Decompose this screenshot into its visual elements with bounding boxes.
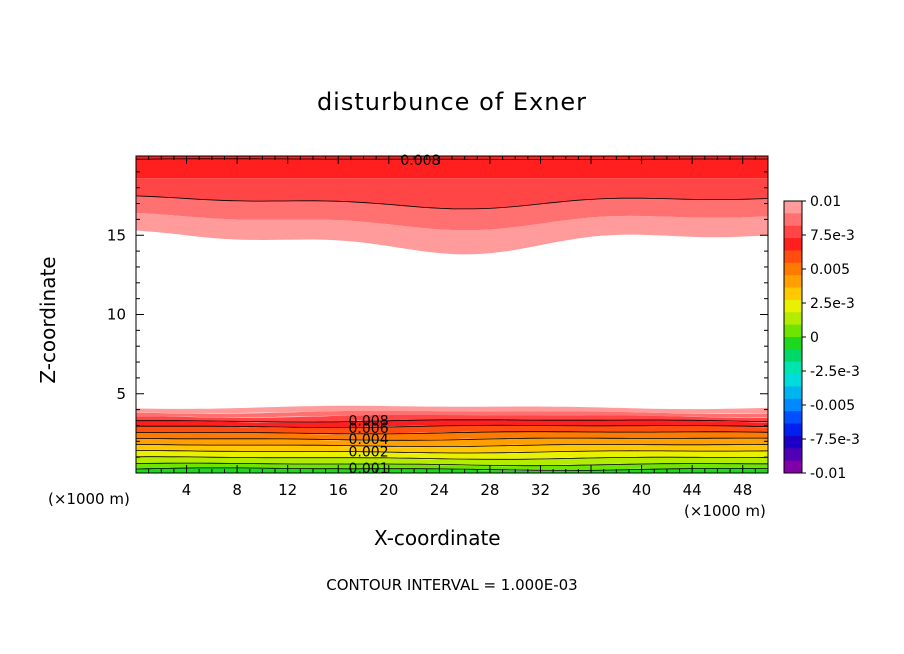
- contour-label-bottom: 0.008: [349, 414, 389, 430]
- colorbar-label: -0.01: [810, 466, 846, 482]
- colorbar-label: -7.5e-3: [810, 432, 860, 448]
- top-band-0: [136, 212, 768, 255]
- x-axis-label: X-coordinate: [374, 526, 501, 550]
- bottom-band-2: [136, 456, 768, 466]
- contour-label-top: 0.008: [400, 153, 440, 169]
- colorbar-segment: [784, 312, 802, 326]
- contour-label-bottom: 0.004: [349, 432, 389, 448]
- colorbar-segment: [784, 361, 802, 375]
- colorbar-segment: [784, 423, 802, 437]
- x-tick-label: 24: [430, 481, 449, 499]
- y-tick-label: 5: [116, 385, 126, 403]
- colorbar-segment: [784, 324, 802, 338]
- y-tick-label: 15: [107, 226, 126, 244]
- colorbar-segment: [784, 201, 802, 214]
- colorbar-label: 0.01: [810, 194, 841, 210]
- top-band-1: [136, 195, 768, 231]
- colorbar-segment: [784, 262, 802, 276]
- x-tick-label: 12: [278, 481, 297, 499]
- colorbar-segment: [784, 374, 802, 387]
- x-tick-label: 32: [531, 481, 550, 499]
- colorbar-segment: [784, 250, 802, 264]
- colorbar-label: -0.005: [810, 398, 855, 414]
- colorbar-segment: [784, 287, 802, 301]
- colorbar-label: -2.5e-3: [810, 364, 860, 380]
- top-band-3: [136, 156, 768, 179]
- x-tick-label: 40: [632, 481, 651, 499]
- bottom-band-11: [136, 405, 768, 414]
- x-tick-label: 48: [733, 481, 752, 499]
- bottom-contour-3: [135, 450, 769, 454]
- contour-label-bottom: 0.002: [349, 445, 389, 461]
- x-unit-left: (×1000 m): [48, 490, 130, 508]
- bottom-contour-5: [135, 437, 769, 441]
- colorbar-segment: [784, 435, 802, 449]
- top-contour-0: [135, 195, 769, 210]
- x-tick-label: 4: [182, 481, 192, 499]
- bottom-band-3: [136, 450, 768, 460]
- bottom-band-9: [136, 414, 768, 423]
- colorbar-segment: [784, 386, 802, 400]
- colorbar-segment: [784, 275, 802, 289]
- colorbar-label: 0: [810, 330, 819, 346]
- x-tick-label: 36: [581, 481, 600, 499]
- contour-interval-note: CONTOUR INTERVAL = 1.000E-03: [326, 576, 578, 594]
- colorbar-segment: [784, 349, 802, 363]
- bottom-band-7: [136, 425, 768, 434]
- chart-title: disturbunce of Exner: [316, 88, 588, 116]
- x-tick-label: 16: [329, 481, 348, 499]
- bottom-contour-1: [135, 462, 768, 467]
- y-tick-label: 10: [107, 306, 126, 324]
- colorbar-segment: [784, 299, 802, 313]
- colorbar-segment: [784, 411, 802, 425]
- x-tick-label: 28: [480, 481, 499, 499]
- x-unit-right: (×1000 m): [684, 502, 766, 520]
- bottom-contour-8: [136, 419, 769, 423]
- colorbar-segment: [784, 460, 802, 474]
- bottom-contour-2: [135, 456, 769, 460]
- colorbar-label: 0.005: [810, 262, 850, 278]
- colorbar-segment: [784, 238, 802, 251]
- colorbar-segment: [784, 213, 802, 227]
- colorbar-segment: [784, 337, 802, 350]
- colorbar-segment: [784, 398, 802, 412]
- contour-label-bottom: 0.006: [349, 421, 389, 437]
- bottom-contour-6: [135, 431, 769, 435]
- x-tick-label: 8: [232, 481, 242, 499]
- colorbar-label: 2.5e-3: [810, 296, 855, 312]
- bottom-contour-4: [135, 443, 769, 447]
- x-tick-label: 44: [683, 481, 702, 499]
- colorbar-segment: [784, 448, 802, 462]
- contour-label-bottom: 0.001: [349, 461, 389, 477]
- x-tick-label: 20: [379, 481, 398, 499]
- colorbar-segment: [784, 225, 802, 239]
- colorbar-label: 7.5e-3: [810, 228, 855, 244]
- top-band-2: [136, 178, 768, 209]
- bottom-contour-7: [136, 424, 769, 428]
- bottom-band-10: [136, 410, 768, 418]
